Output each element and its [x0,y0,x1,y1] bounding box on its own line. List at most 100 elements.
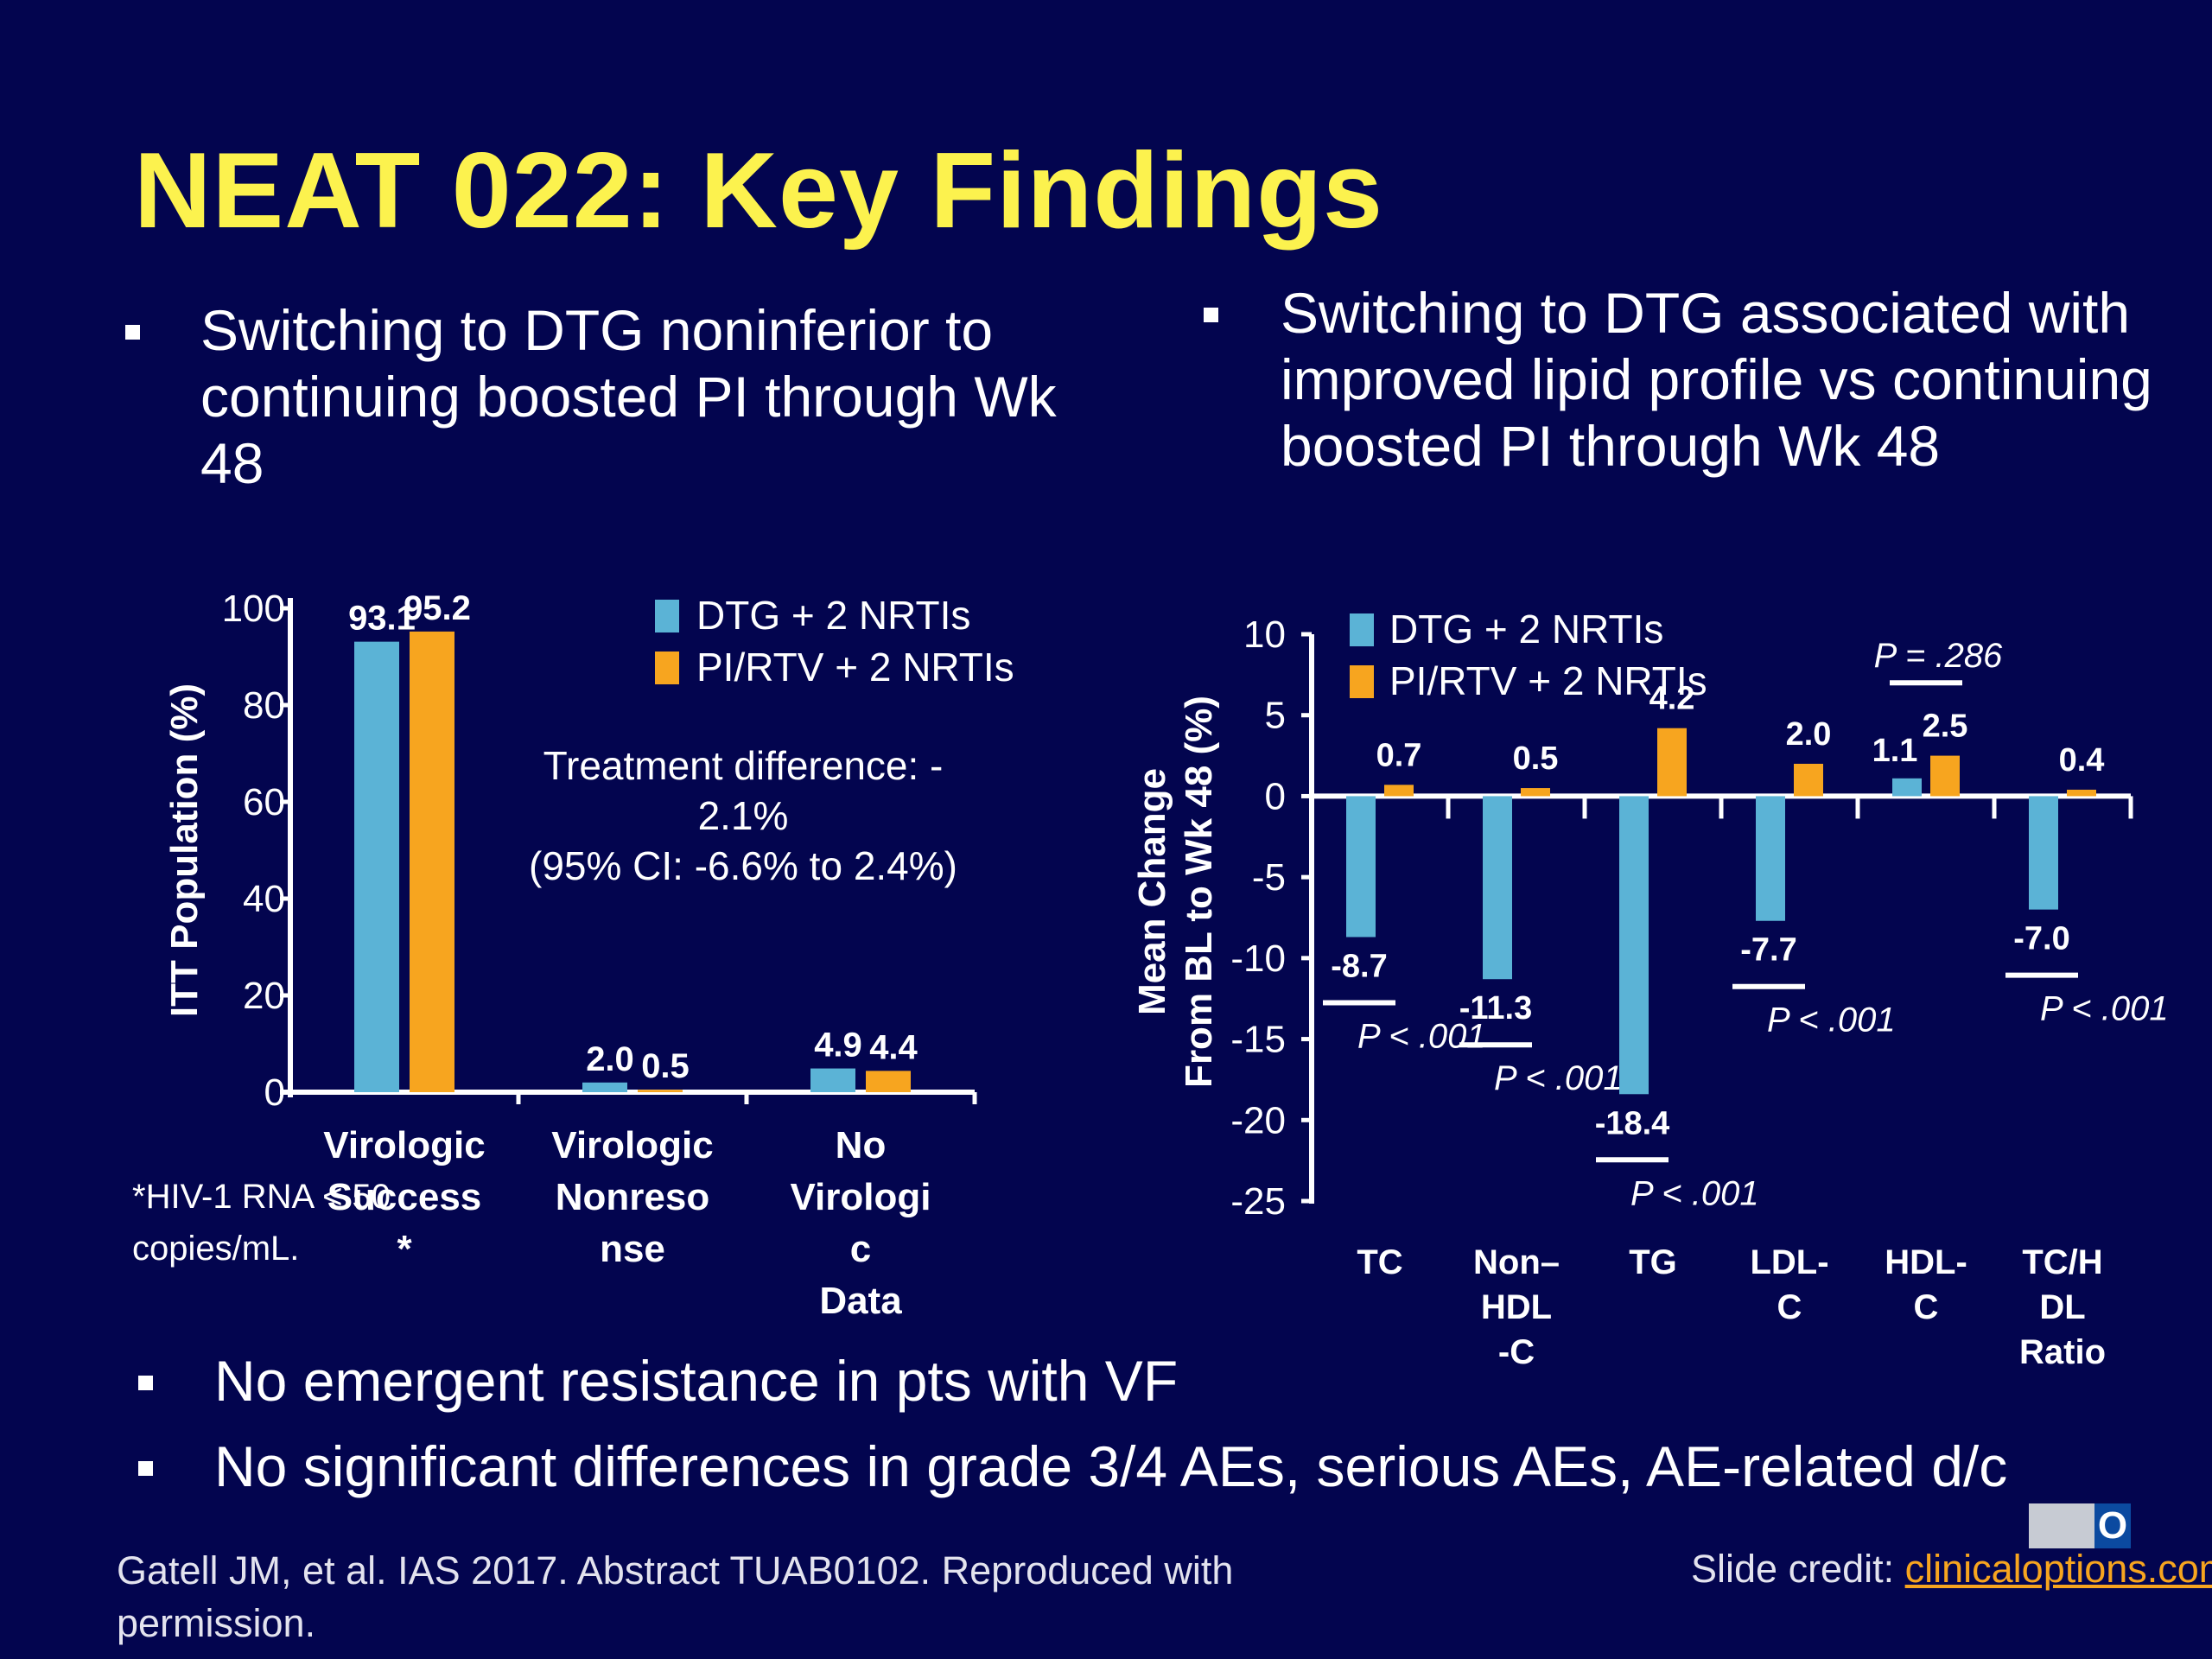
category-label: Virologic [551,1124,713,1166]
category-label: Nonreso [556,1176,709,1218]
credit-label: Slide credit: [1691,1547,1905,1591]
treatment-difference-annotation: (95% CI: -6.6% to 2.4%) [529,843,957,888]
p-value-label: P = .286 [1874,637,2003,675]
data-label: 4.9 [814,1027,862,1065]
bar [1619,796,1649,1095]
cco-logo: O [2029,1503,2131,1548]
category-label: Virologi [791,1176,931,1218]
slide-credit: Slide credit: clinicaloptions.com [1691,1547,2212,1592]
category-label: * [397,1228,412,1270]
category-label: TC [1357,1243,1402,1281]
y-tick-label: 0 [1265,775,1286,817]
category-label: nse [600,1228,665,1270]
category-label: HDL [1481,1288,1552,1326]
data-label: 0.7 [1376,737,1422,773]
virologic-outcome-chart: 0 20 40 60 80 100 ITT Population (%) 93.195.2 Vi… [163,588,1014,1322]
data-label: 0.5 [1513,741,1559,777]
bar [2067,789,2096,797]
category-label: Data [819,1280,902,1322]
category-label: C [1777,1288,1802,1326]
treatment-difference-annotation: 2.1% [698,793,789,838]
y-tick-label: -15 [1230,1019,1286,1061]
y-tick-label: 10 [1243,613,1286,656]
bullet-resistance: No emergent resistance in pts with VF [214,1349,1179,1413]
category-label: HDL- [1885,1243,1967,1281]
legend-swatch [655,652,679,684]
bar [866,1071,911,1092]
y-axis-title-line: Mean Change [1131,768,1173,1015]
logo-mark: O [2094,1503,2131,1548]
y-tick-label: 5 [1265,695,1286,737]
y-axis-title-line: From BL to Wk 48 (%) [1178,696,1220,1088]
bar [1756,796,1785,921]
data-label: -8.7 [1331,948,1387,984]
data-label: 2.0 [1786,716,1832,753]
category-label: Non– [1473,1243,1560,1281]
y-tick-label: 60 [243,781,285,823]
y-tick-label: 80 [243,684,285,727]
category-label: No [836,1124,887,1166]
y-tick-label: -25 [1230,1180,1286,1223]
data-label: -7.0 [2013,921,2069,957]
legend-label: DTG + 2 NRTIs [696,593,970,638]
data-label: 0.5 [641,1047,690,1085]
category-label: C [1914,1288,1939,1326]
data-label: 0.4 [2059,742,2105,779]
legend-swatch [655,600,679,632]
y-tick-label: 20 [243,975,285,1017]
category-label: Ratio [2019,1333,2106,1371]
slide-title: NEAT 022: Key Findings [134,131,1383,251]
credit-link[interactable]: clinicaloptions.com [1904,1547,2212,1591]
category-label: LDL- [1750,1243,1828,1281]
bullet-lipid-profile: Switching to DTG associated with improve… [1281,281,2152,478]
bar [810,1068,855,1092]
legend-swatch [1350,665,1374,698]
y-tick-label: 0 [264,1071,285,1114]
data-label: -11.3 [1459,990,1533,1027]
data-label: -7.7 [1740,932,1796,969]
p-value-label: P < .001 [1494,1059,1623,1097]
bullet-marker [138,1376,153,1390]
citation: Gatell JM, et al. IAS 2017. Abstract TUA… [117,1548,1234,1645]
category-label: TG [1629,1243,1677,1281]
bar [1384,785,1414,797]
y-tick-label: -5 [1252,856,1286,899]
category-label: DL [2039,1288,2085,1326]
bar [1521,788,1550,797]
category-label: -C [1498,1333,1535,1371]
bullet-adverse-events: No significant differences in grade 3/4 … [214,1434,2008,1498]
bar [1657,728,1687,797]
bar [1346,796,1376,938]
bar [2029,796,2058,910]
category-label: TC/H [2022,1243,2102,1281]
y-tick-label: -20 [1230,1099,1286,1141]
legend-swatch [1350,613,1374,646]
y-axis-title: ITT Population (%) [163,683,206,1017]
treatment-difference-annotation: Treatment difference: - [543,743,944,788]
p-value-label: P < .001 [2040,990,2169,1028]
bullet-marker [125,325,140,340]
data-label: 1.1 [1872,733,1918,769]
data-label: 4.2 [1649,681,1695,717]
data-label: 4.4 [869,1028,918,1066]
bullet-noninferiority: Switching to DTG noninferior to continui… [200,298,1057,495]
data-label: 2.5 [1923,709,1968,745]
bar [638,1090,683,1092]
footnote: *HIV-1 RNA < 50 copies/mL. [132,1178,391,1268]
category-label: Virologic [323,1124,485,1166]
bar [410,631,454,1092]
y-tick-label: -10 [1230,938,1286,980]
category-label: Success [327,1176,482,1218]
legend-label: PI/RTV + 2 NRTIs [1389,658,1707,703]
p-value-label: P < .001 [1357,1017,1486,1055]
p-value-label: P < .001 [1767,1001,1896,1039]
bar [1483,796,1512,980]
category-label: c [850,1228,871,1270]
p-value-label: P < .001 [1630,1174,1759,1212]
bullet-marker [1204,308,1218,322]
bar [1794,763,1823,797]
y-tick-label: 100 [222,588,285,630]
lipid-change-chart: 10 5 0 -5 -10 -15 -20 -25 Mean Change From BL to … [1131,607,2169,1371]
data-label: 95.2 [404,589,471,627]
bar [1892,778,1922,797]
